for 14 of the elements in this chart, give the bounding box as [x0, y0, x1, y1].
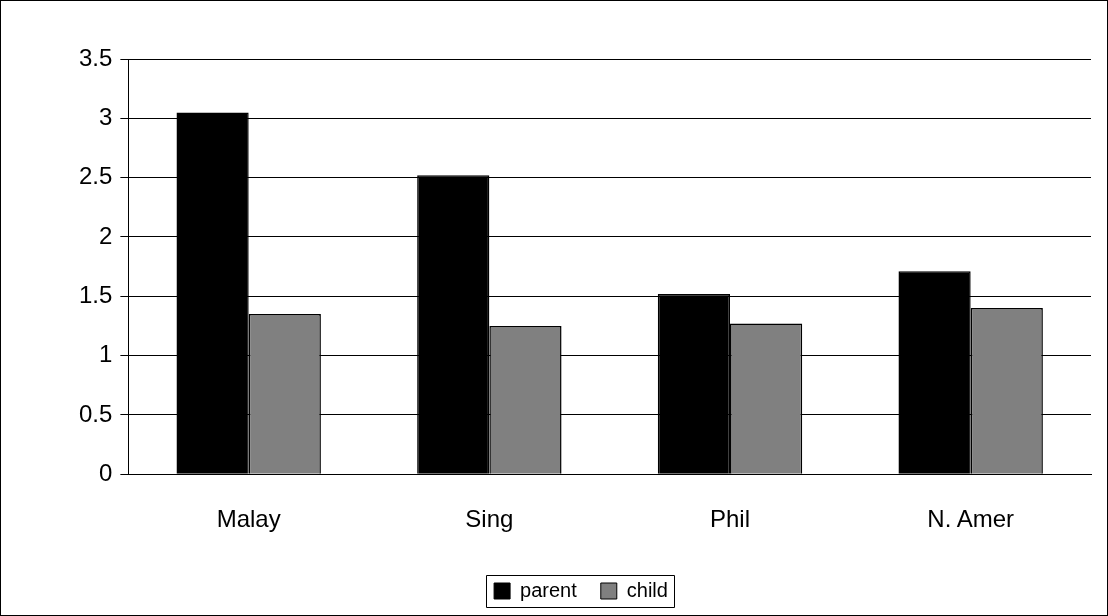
- y-tick-label: 1.5: [78, 280, 113, 308]
- y-tick-label: 2: [99, 221, 113, 249]
- y-tick-label: 1: [99, 340, 113, 368]
- y-tick-label: 0.5: [78, 399, 113, 427]
- y-tick-label: 0: [99, 458, 113, 486]
- legend-label: child: [626, 578, 668, 601]
- x-tick-label: Malay: [216, 505, 281, 533]
- x-tick-label: Phil: [710, 505, 751, 533]
- y-tick-label: 3: [99, 102, 113, 130]
- y-tick-label: 2.5: [78, 162, 113, 190]
- y-tick-label: 3.5: [78, 43, 113, 71]
- legend-label: parent: [520, 578, 578, 601]
- x-tick-label: N. Amer: [927, 505, 1015, 533]
- x-tick-label: Sing: [465, 505, 514, 533]
